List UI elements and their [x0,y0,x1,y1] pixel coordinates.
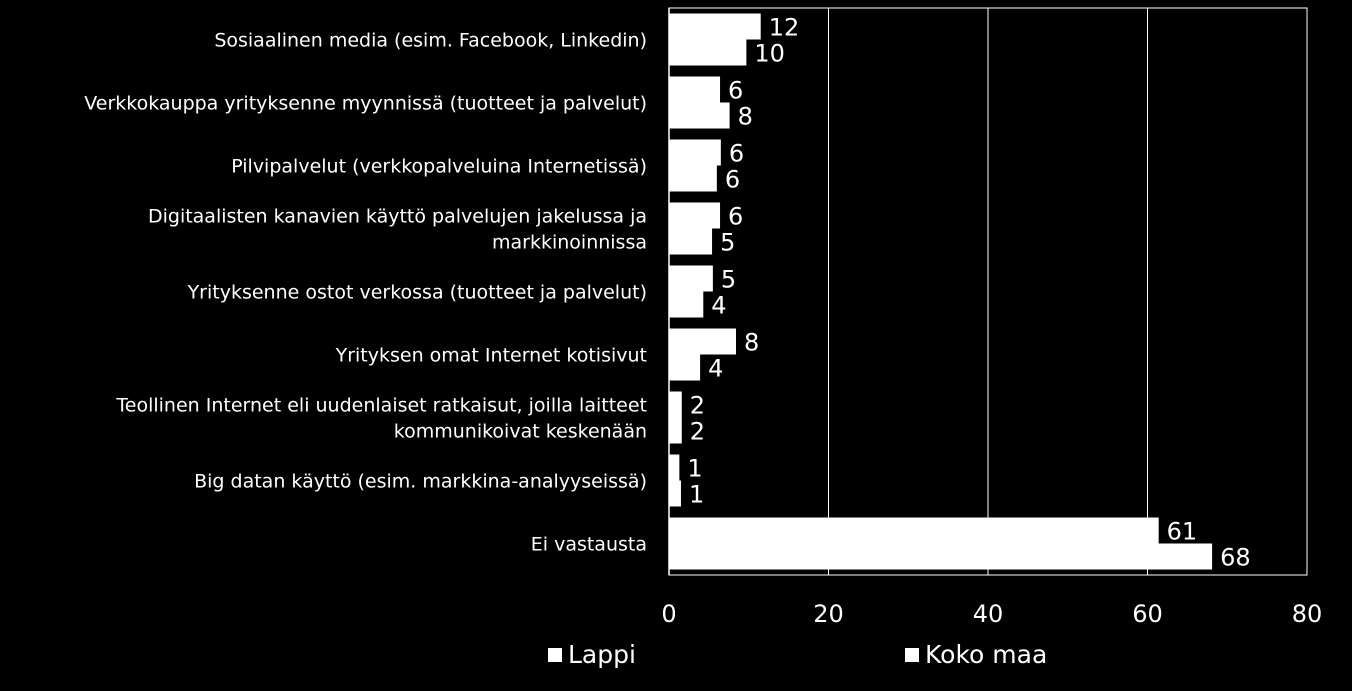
category-label: Digitaalisten kanavien käyttö palvelujen… [148,206,647,228]
bar-lappi [669,13,761,40]
legend-label-lappi: Lappi [568,640,636,669]
bar-lappi [669,139,721,166]
bar-lappi [669,328,736,355]
category-label: Yrityksenne ostot verkossa (tuotteet ja … [187,282,647,304]
bar-koko-maa [669,354,701,381]
x-tick-label: 20 [813,600,844,628]
category-label: kommunikoivat keskenään [394,421,647,443]
legend-swatch-lappi [548,647,562,662]
data-label-koko-maa: 8 [738,103,753,131]
data-label-koko-maa: 6 [725,166,740,194]
data-label-koko-maa: 2 [690,418,705,446]
category-label: Yrityksen omat Internet kotisivut [335,345,647,367]
legend-label-koko-maa: Koko maa [925,640,1048,669]
x-tick-label: 0 [661,600,676,628]
data-label-lappi: 12 [769,14,800,42]
data-label-lappi: 1 [687,455,702,483]
bar-koko-maa [669,417,682,444]
data-label-koko-maa: 4 [708,355,723,383]
x-tick-label: 40 [973,600,1004,628]
data-label-koko-maa: 5 [720,229,735,257]
bar-koko-maa [669,102,730,129]
bar-lappi [669,76,721,103]
category-label: Pilvipalvelut (verkkopalveluina Internet… [231,156,647,178]
legend-item-lappi: Lappi [548,640,636,669]
bar-koko-maa [669,291,704,318]
legend-item-koko-maa: Koko maa [905,640,1047,669]
bar-lappi [669,517,1159,544]
data-label-koko-maa: 68 [1220,544,1251,572]
x-tick-label: 80 [1292,600,1323,628]
data-label-koko-maa: 1 [689,481,704,509]
category-label: Ei vastausta [531,534,647,556]
bar-koko-maa [669,39,747,66]
bar-koko-maa [669,543,1213,570]
data-label-lappi: 5 [721,266,736,294]
legend-swatch-koko-maa [905,647,919,662]
data-label-koko-maa: 4 [711,292,726,320]
bar-lappi [669,391,682,418]
category-label: Sosiaalinen media (esim. Facebook, Linke… [214,30,647,52]
data-label-koko-maa: 10 [754,40,785,68]
bar-lappi [669,265,713,292]
data-label-lappi: 6 [729,140,744,168]
category-label: Verkkokauppa yrityksenne myynnissä (tuot… [84,93,647,115]
bar-lappi [669,202,721,229]
data-label-lappi: 8 [744,329,759,357]
data-label-lappi: 6 [728,77,743,105]
category-label: Big datan käyttö (esim. markkina-analyys… [194,471,647,493]
data-label-lappi: 6 [728,203,743,231]
category-label: Teollinen Internet eli uudenlaiset ratka… [115,395,647,417]
data-label-lappi: 61 [1167,518,1198,546]
data-label-lappi: 2 [690,392,705,420]
bar-koko-maa [669,165,717,192]
x-tick-label: 60 [1132,600,1163,628]
category-label: markkinoinnissa [492,232,647,254]
bar-koko-maa [669,480,681,507]
bar-lappi [669,454,680,481]
bar-koko-maa [669,228,713,255]
